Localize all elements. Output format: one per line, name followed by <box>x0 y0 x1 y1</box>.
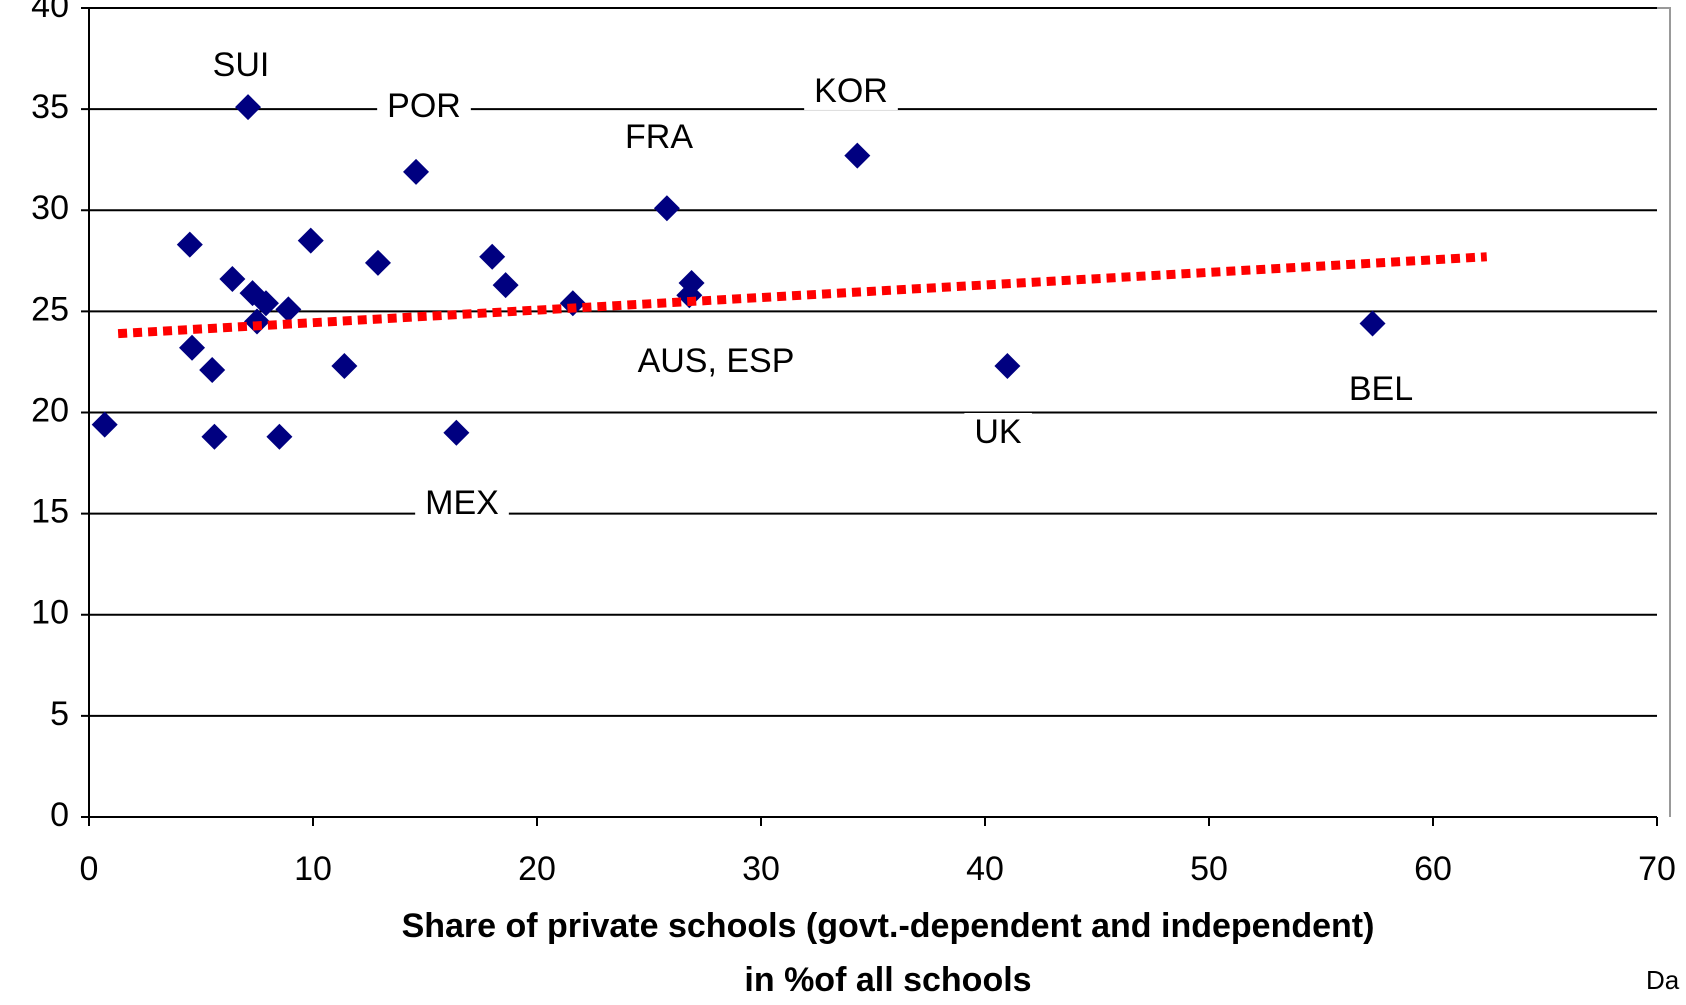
point <box>559 290 586 317</box>
x-tick-label: 0 <box>80 850 99 888</box>
label-background <box>804 71 898 110</box>
point <box>844 142 871 169</box>
label-background <box>627 341 805 380</box>
point <box>235 94 262 121</box>
x-tick-label: 20 <box>518 850 556 888</box>
point-label: POR <box>387 87 461 125</box>
y-tick-label: 35 <box>31 88 69 126</box>
point <box>199 357 226 384</box>
x-tick-label: 10 <box>294 850 332 888</box>
y-tick-label: 40 <box>31 0 69 25</box>
point-label: UK <box>974 413 1022 451</box>
footer: Da <box>1646 965 1680 995</box>
label-background <box>202 45 280 84</box>
point-label: MEX <box>425 484 499 522</box>
point <box>1359 310 1386 337</box>
point <box>364 249 391 276</box>
point <box>297 227 324 254</box>
point <box>179 334 206 361</box>
x-tick-label: 70 <box>1638 850 1676 888</box>
x-axis-title: Share of private schools (govt.-dependen… <box>402 907 1375 945</box>
point <box>443 419 470 446</box>
y-tick-label: 15 <box>31 493 69 531</box>
point-label: AUS, ESP <box>638 342 795 380</box>
point <box>91 411 118 438</box>
point <box>403 158 430 185</box>
label-background <box>377 86 471 125</box>
y-tick-label: 5 <box>50 695 69 733</box>
label-background <box>415 483 509 522</box>
point <box>275 296 302 323</box>
x-tick-label: 60 <box>1414 850 1452 888</box>
point-label: SUI <box>213 46 270 84</box>
y-tick-label: 25 <box>31 290 69 328</box>
point-label: BEL <box>1349 370 1413 408</box>
point <box>176 231 203 258</box>
point-label: KOR <box>814 72 888 110</box>
point <box>479 243 506 270</box>
point <box>994 352 1021 379</box>
label-background <box>964 412 1032 451</box>
point <box>653 195 680 222</box>
point <box>252 290 279 317</box>
point-label: FRA <box>625 118 693 156</box>
trendline <box>117 252 1488 339</box>
label-background <box>1338 369 1424 408</box>
y-tick-label: 10 <box>31 594 69 632</box>
x-tick-label: 40 <box>966 850 1004 888</box>
point <box>331 352 358 379</box>
y-tick-label: 30 <box>31 189 69 227</box>
y-tick-label: 0 <box>50 796 69 834</box>
x-axis-title: in %of all schools <box>744 961 1031 999</box>
point <box>219 266 246 293</box>
point <box>266 423 293 450</box>
point <box>492 272 519 299</box>
point <box>201 423 228 450</box>
label-background <box>615 117 704 156</box>
x-tick-label: 30 <box>742 850 780 888</box>
x-tick-label: 50 <box>1190 850 1228 888</box>
y-tick-label: 20 <box>31 391 69 429</box>
